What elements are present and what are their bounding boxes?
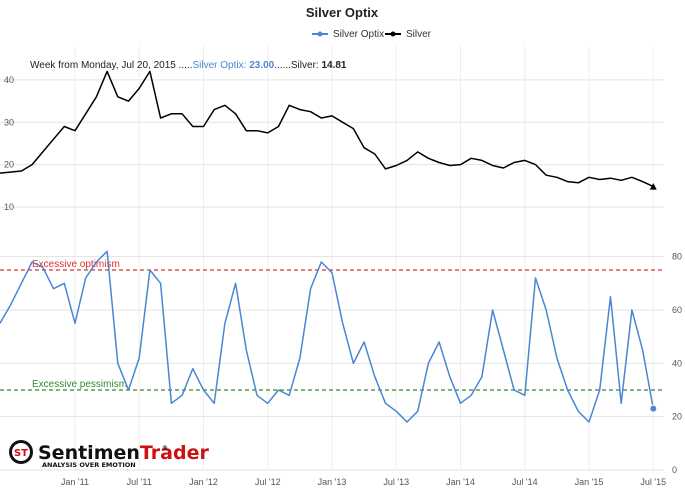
tooltip-optix-label: Silver Optix: — [193, 60, 250, 71]
series-line-silver — [0, 70, 654, 188]
lower-panel-y-ticks: 80 60 40 20 0 — [672, 252, 682, 475]
lower-y-tick-label: 20 — [672, 412, 682, 422]
legend-item-silver-optix[interactable]: Silver Optix — [312, 29, 384, 40]
tooltip-separator: ...... — [274, 60, 291, 71]
optix-end-marker — [649, 404, 658, 413]
x-axis-ticks: Jan '11 Jul '11 Jan '12 Jul '12 Jan '13 Jul '… — [61, 477, 666, 487]
lower-y-tick-label: 60 — [672, 305, 682, 315]
vertical-gridlines — [74, 46, 654, 470]
lower-y-tick-label: 80 — [672, 252, 682, 262]
logo-wordmark: SentimenTrader — [38, 442, 209, 464]
upper-y-tick-label: 20 — [4, 160, 14, 170]
logo-mark-text: ST — [14, 448, 28, 459]
band-label: Excessive pessimism — [32, 379, 127, 390]
threshold-bands: Excessive optimism Excessive pessimism — [0, 259, 664, 391]
logo-wordmark-part2: Trader — [140, 442, 210, 464]
x-tick-label: Jan '12 — [189, 477, 218, 487]
legend-label-silver-optix: Silver Optix — [333, 29, 384, 40]
series-line-silver-optix — [0, 250, 655, 423]
lower-y-tick-label: 0 — [672, 465, 677, 475]
x-tick-label: Jul '13 — [383, 477, 409, 487]
x-tick-label: Jul '11 — [127, 477, 152, 487]
x-tick-label: Jan '15 — [575, 477, 604, 487]
x-tick-label: Jan '11 — [61, 477, 89, 487]
upper-y-tick-label: 30 — [4, 117, 14, 127]
tooltip-silver-value: 14.81 — [321, 60, 346, 71]
x-tick-label: Jul '12 — [255, 477, 281, 487]
silver-end-marker — [649, 183, 657, 190]
tooltip-prefix: Week from Monday, Jul 20, 2015 ..... — [30, 60, 193, 71]
x-tick-label: Jul '15 — [640, 477, 666, 487]
legend-marker-silver — [390, 31, 396, 37]
legend-item-silver[interactable]: Silver — [385, 29, 432, 40]
tooltip-optix-value: 23.00 — [249, 60, 274, 71]
chart-title: Silver Optix — [306, 5, 379, 20]
x-tick-label: Jan '13 — [318, 477, 347, 487]
lower-y-tick-label: 40 — [672, 358, 682, 368]
band-label: Excessive optimism — [32, 259, 120, 270]
x-tick-label: Jul '14 — [512, 477, 538, 487]
upper-y-tick-label: 40 — [4, 75, 14, 85]
tooltip: Week from Monday, Jul 20, 2015 .....Silv… — [30, 60, 347, 71]
x-tick-label: Jan '14 — [446, 477, 475, 487]
upper-panel-y-ticks: 40 30 20 10 — [4, 75, 14, 212]
legend: Silver Optix Silver — [312, 29, 432, 40]
sentimentrader-logo: ST SentimenTrader ® ANALYSIS OVER EMOTIO… — [9, 440, 209, 469]
tooltip-silver-label: Silver: — [291, 60, 322, 71]
series-end-markers — [649, 183, 658, 413]
upper-y-tick-label: 10 — [4, 202, 14, 212]
logo-mark-inner — [12, 443, 30, 461]
logo-tagline: ANALYSIS OVER EMOTION — [42, 461, 136, 469]
logo-registered-mark: ® — [162, 445, 168, 452]
legend-marker-silver-optix — [317, 31, 323, 37]
logo-wordmark-part1: Sentimen — [38, 442, 140, 464]
legend-label-silver: Silver — [406, 29, 432, 40]
